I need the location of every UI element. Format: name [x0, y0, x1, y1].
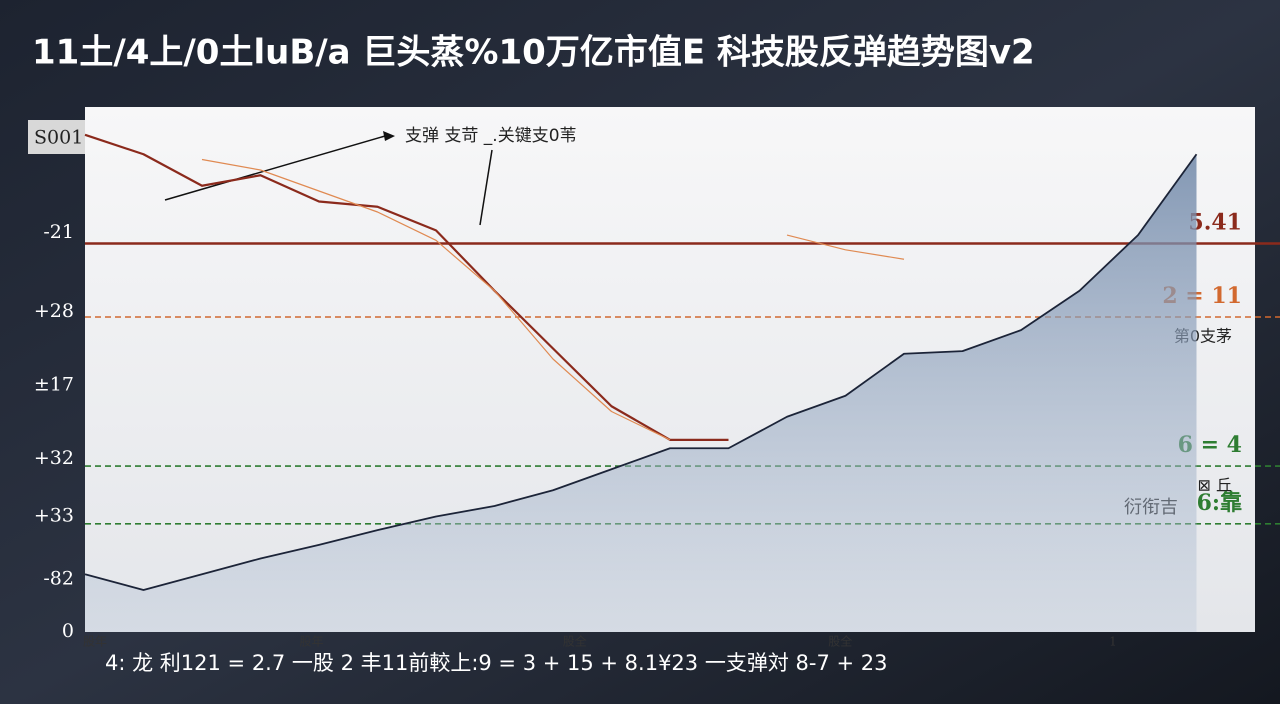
y-tick-label: S001 [34, 127, 83, 149]
y-tick-label: ±17 [34, 373, 74, 395]
reference-sublabel: ⊠ 丘 [1198, 476, 1233, 495]
annotation: 支弹 支苛 _.关键支0苇 [405, 126, 577, 146]
y-tick-label: 0 [62, 620, 74, 642]
y-tick-label: +28 [34, 300, 74, 322]
y-tick-label: -21 [43, 221, 74, 243]
footer: 4: 龙 利121 = 2.7 一股 2 丰11前較上:9 = 3 + 15 +… [105, 651, 887, 675]
reference-label: 5.41 [1188, 210, 1242, 236]
x-tick-label: 1 [1109, 635, 1117, 649]
series-line [201, 158, 905, 441]
x-tick-label: 股全 [563, 634, 587, 649]
series-line [84, 133, 729, 441]
annotation-line [479, 149, 493, 226]
y-tick-label: +33 [34, 505, 74, 527]
reference-label: 6:靠 [1197, 490, 1242, 516]
y-tick-label: -82 [43, 568, 74, 590]
series-line [84, 153, 1198, 591]
x-tick-label: 股年 [299, 635, 323, 649]
tick-box [28, 120, 85, 154]
chart-title: 11土/4上/0土luB/a 巨头蒸%10万亿市值E 科技股反弹趋势图v2 [32, 33, 1035, 73]
x-tick-label: 股全 [828, 634, 852, 649]
y-tick-label: +32 [34, 447, 74, 469]
area [85, 154, 1197, 632]
annotation-arrow [164, 135, 386, 201]
x-tick-label: 股年 [83, 635, 107, 649]
arrow-head [383, 131, 395, 141]
